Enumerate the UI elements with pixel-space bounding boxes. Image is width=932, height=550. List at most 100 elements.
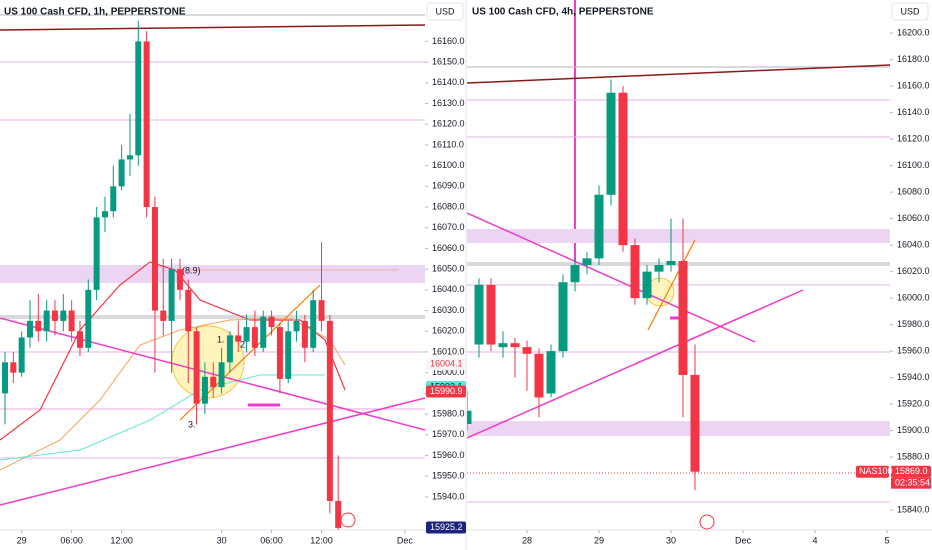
candle-body bbox=[318, 300, 325, 321]
y-tick-label: 16000.0 bbox=[432, 367, 465, 377]
y-tick-label: 16160.0 bbox=[432, 36, 465, 46]
y-tick-label: 16020.0 bbox=[897, 266, 930, 276]
candle-body bbox=[68, 310, 75, 332]
price-tag bbox=[891, 465, 931, 478]
candle-body bbox=[51, 310, 58, 321]
candle-body bbox=[558, 282, 568, 352]
y-tick-label: 16090.0 bbox=[432, 181, 465, 191]
y-tick-label: 15960.0 bbox=[897, 346, 930, 356]
y-tick-label: 16060.0 bbox=[897, 213, 930, 223]
price-tag bbox=[426, 358, 466, 371]
candle-body bbox=[10, 362, 17, 373]
chart-title: US 100 Cash CFD, 1h, PEPPERSTONE bbox=[4, 7, 186, 18]
y-tick-label: 15970.0 bbox=[432, 429, 465, 439]
y-tick-label: 15980.0 bbox=[897, 319, 930, 329]
candle-body bbox=[243, 327, 250, 342]
price-tag bbox=[426, 385, 466, 398]
candle-body bbox=[151, 207, 158, 311]
y-tick-label: 16050.0 bbox=[432, 264, 465, 274]
y-tick-label: 15950.0 bbox=[432, 471, 465, 481]
annotation: 1. bbox=[217, 334, 225, 344]
y-tick-label: 16130.0 bbox=[432, 98, 465, 108]
y-tick-label: 16140.0 bbox=[432, 77, 465, 87]
candle-body bbox=[60, 310, 67, 321]
candle-body bbox=[126, 155, 133, 160]
y-tick-label: 16180.0 bbox=[897, 54, 930, 64]
candle-body bbox=[618, 92, 628, 246]
x-tick-label: 28 bbox=[522, 535, 532, 545]
price-tag-label: 16004.1 bbox=[430, 359, 463, 369]
currency-button[interactable] bbox=[891, 2, 929, 21]
candle-body bbox=[160, 310, 167, 321]
y-tick-label: 16020.0 bbox=[432, 326, 465, 336]
candle-body bbox=[498, 343, 508, 348]
x-tick-label: Dec bbox=[735, 535, 752, 545]
countdown-tag bbox=[891, 477, 931, 489]
x-tick-label: 06:00 bbox=[60, 535, 83, 545]
currency-button[interactable] bbox=[426, 2, 464, 21]
y-tick-label: 15840.0 bbox=[897, 505, 930, 515]
price-tag bbox=[426, 521, 466, 534]
x-tick-label: 30 bbox=[217, 535, 227, 545]
candle-body bbox=[176, 269, 183, 290]
annotation: 3. bbox=[188, 419, 196, 429]
x-tick-label: 30 bbox=[666, 535, 676, 545]
candle-body bbox=[630, 245, 640, 299]
y-tick-label: 16010.0 bbox=[432, 346, 465, 356]
candle-body bbox=[260, 316, 267, 348]
candle-body bbox=[666, 261, 676, 265]
y-tick-label: 16060.0 bbox=[432, 243, 465, 253]
candle-body bbox=[35, 320, 42, 332]
x-tick-label: Dec bbox=[397, 535, 414, 545]
y-tick-label: 15960.0 bbox=[432, 450, 465, 460]
y-tick-label: 16040.0 bbox=[432, 284, 465, 294]
y-tick-label: 16200.0 bbox=[897, 28, 930, 38]
price-tag-label: 15990.9 bbox=[430, 386, 463, 396]
candle-body bbox=[2, 362, 8, 394]
y-tick-label: 16100.0 bbox=[432, 160, 465, 170]
candle-body bbox=[185, 289, 192, 332]
candle-body bbox=[594, 194, 604, 259]
x-tick-label: 12:00 bbox=[310, 535, 333, 545]
x-tick-label: 29 bbox=[17, 535, 27, 545]
y-tick-label: 16080.0 bbox=[897, 187, 930, 197]
currency: USD bbox=[435, 6, 455, 16]
annotation: (8.9) bbox=[182, 265, 201, 275]
candle-body bbox=[486, 284, 496, 345]
candle-body bbox=[678, 261, 688, 375]
y-tick-label: 16040.0 bbox=[897, 240, 930, 250]
candle-body bbox=[326, 320, 333, 502]
candle-body bbox=[690, 374, 700, 472]
y-tick-label: 16030.0 bbox=[432, 305, 465, 315]
x-tick-label: 12:00 bbox=[110, 535, 133, 545]
y-tick-label: 16120.0 bbox=[897, 134, 930, 144]
candle-body bbox=[226, 335, 233, 363]
chart-title: US 100 Cash CFD, 4h, PEPPERSTONE bbox=[472, 7, 654, 18]
x-tick-label: 06:00 bbox=[260, 535, 283, 545]
x-tick-label: 4 bbox=[812, 535, 817, 545]
symbol-label: NAS100 bbox=[859, 466, 893, 476]
candle-body bbox=[168, 269, 175, 321]
y-tick-label: 15980.0 bbox=[432, 408, 465, 418]
candle-body bbox=[570, 265, 580, 283]
countdown: 02:35:54 bbox=[895, 478, 930, 488]
candle-body bbox=[642, 271, 652, 299]
candle-body bbox=[110, 186, 117, 212]
candle-body bbox=[118, 159, 125, 187]
y-tick-label: 15920.0 bbox=[897, 399, 930, 409]
candle-body bbox=[210, 376, 217, 388]
y-tick-label: 16120.0 bbox=[432, 119, 465, 129]
y-tick-label: 15880.0 bbox=[897, 452, 930, 462]
candle-body bbox=[335, 501, 342, 528]
y-tick-label: 16160.0 bbox=[897, 81, 930, 91]
candle-body bbox=[135, 41, 142, 156]
candle-body bbox=[534, 353, 544, 398]
candle-body bbox=[218, 362, 225, 388]
x-tick-label: 29 bbox=[594, 535, 604, 545]
candle-body bbox=[43, 310, 50, 332]
candle-body bbox=[143, 41, 150, 208]
y-tick-label: 16110.0 bbox=[432, 139, 464, 149]
y-tick-label: 15940.0 bbox=[897, 372, 930, 382]
y-tick-label: 15900.0 bbox=[897, 425, 930, 435]
